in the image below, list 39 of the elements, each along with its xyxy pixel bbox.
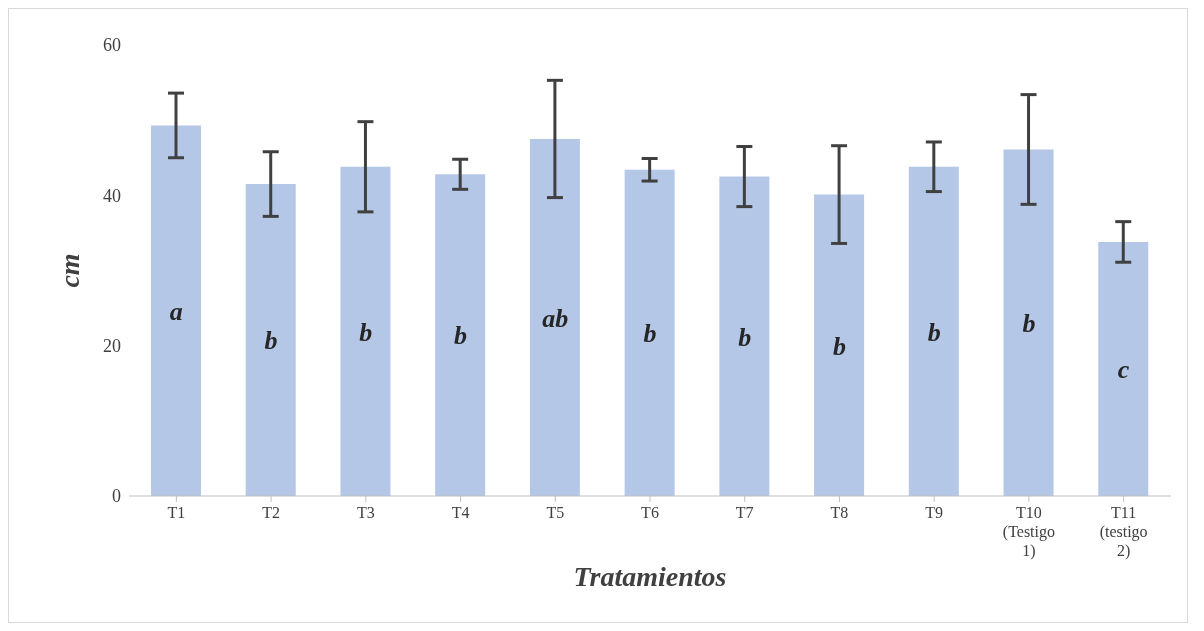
x-tick-label: T8 xyxy=(830,504,849,521)
bar xyxy=(1003,149,1054,496)
bar xyxy=(435,174,486,496)
x-axis-title: Tratamientos xyxy=(573,561,727,592)
bar xyxy=(814,194,865,496)
bar xyxy=(245,184,296,496)
x-tick-label: T10 (Testigo 1) xyxy=(1002,504,1056,560)
y-axis-title: cm xyxy=(53,253,85,288)
x-tick-label: T1 xyxy=(167,504,186,521)
bar xyxy=(624,169,675,496)
x-tick-label: T3 xyxy=(356,504,375,521)
annotation: b xyxy=(927,317,941,347)
annotation: b xyxy=(454,321,468,351)
y-tick-label: 20 xyxy=(103,336,121,357)
bar xyxy=(1098,241,1149,496)
annotation: c xyxy=(1117,355,1130,385)
bar xyxy=(340,166,391,496)
y-tick-label: 0 xyxy=(112,486,121,507)
y-tick-label: 40 xyxy=(103,185,121,206)
x-tick-label: T5 xyxy=(546,504,565,521)
bar xyxy=(719,176,770,496)
bar xyxy=(529,138,580,496)
annotation: b xyxy=(359,317,373,347)
annotation: ab xyxy=(542,303,569,333)
annotation: b xyxy=(1022,308,1036,338)
x-tick-label: T2 xyxy=(262,504,280,521)
annotation: b xyxy=(738,322,752,352)
annotation: b xyxy=(832,331,846,361)
x-tick-label: T11 (testigo 2) xyxy=(1099,504,1148,560)
annotation: b xyxy=(264,326,278,356)
bar xyxy=(151,125,201,496)
x-tick-label: T6 xyxy=(641,504,659,521)
x-tick-label: T7 xyxy=(735,504,754,521)
annotation: a xyxy=(169,296,183,326)
x-tick-label: T9 xyxy=(925,504,944,521)
bar xyxy=(908,166,959,496)
x-tick-label: T4 xyxy=(451,504,470,521)
y-tick-label: 60 xyxy=(103,35,121,56)
annotation: b xyxy=(643,319,657,349)
